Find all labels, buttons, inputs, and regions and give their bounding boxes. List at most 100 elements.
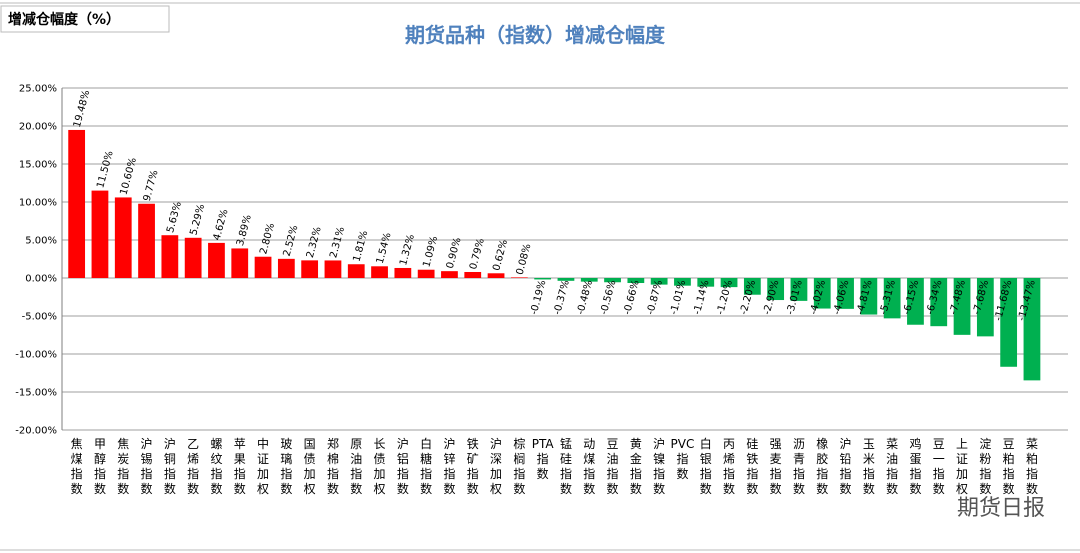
bar bbox=[650, 278, 668, 285]
x-tick-label: 白糖指数 bbox=[420, 436, 432, 496]
x-tick-label: 沪铝指数 bbox=[397, 437, 409, 496]
x-tick-label: 沪铜指数 bbox=[164, 437, 176, 496]
bar bbox=[371, 266, 388, 278]
bar bbox=[883, 278, 901, 319]
y-tick-label: 20.00% bbox=[19, 122, 57, 133]
bar bbox=[674, 278, 691, 286]
bar bbox=[767, 278, 785, 301]
x-tick-label: 动煤指数 bbox=[583, 437, 595, 496]
y-tick-label: 10.00% bbox=[19, 198, 57, 209]
y-tick-label: -20.00% bbox=[15, 426, 57, 437]
header-text: 增减仓幅度（%） bbox=[8, 11, 120, 28]
bar bbox=[510, 277, 528, 278]
x-tick-label: PTA 指数 bbox=[532, 437, 555, 481]
y-tick-label: -10.00% bbox=[15, 350, 57, 361]
bar bbox=[930, 278, 948, 327]
x-tick-label: 郑棉指数 bbox=[327, 436, 339, 496]
x-tick-label: 长债加权 bbox=[374, 437, 386, 496]
bar bbox=[953, 278, 971, 335]
y-tick-label: -5.00% bbox=[22, 312, 57, 323]
x-tick-label: 豆油指数 bbox=[607, 437, 619, 496]
bar bbox=[1000, 278, 1018, 367]
bar bbox=[837, 278, 854, 309]
x-tick-label: 硅铁指数 bbox=[746, 437, 758, 496]
bar bbox=[417, 269, 435, 278]
chart-title: 期货品种（指数）增减仓幅度 bbox=[405, 23, 666, 47]
x-tick-label: 焦炭指数 bbox=[117, 437, 129, 496]
bar bbox=[1023, 278, 1041, 381]
x-tick-label: 沪锡指数 bbox=[141, 437, 153, 496]
x-tick-label: 沪镍指数 bbox=[653, 437, 665, 496]
bar bbox=[254, 256, 272, 278]
y-tick-label: 5.00% bbox=[25, 236, 57, 247]
bar bbox=[813, 278, 831, 309]
bar bbox=[277, 258, 295, 278]
bar bbox=[91, 190, 109, 278]
bar bbox=[464, 271, 482, 278]
x-tick-label: 沪铅指数 bbox=[840, 437, 852, 496]
x-tick-label: 乙烯指数 bbox=[187, 437, 199, 496]
watermark: 期货日报 bbox=[957, 496, 1045, 521]
bar bbox=[324, 260, 342, 278]
bar bbox=[347, 264, 365, 278]
x-tick-label: 鸡蛋指数 bbox=[909, 436, 921, 496]
x-tick-label: 沪深加权 bbox=[490, 437, 502, 496]
x-tick-label: 丙烯指数 bbox=[723, 437, 735, 496]
x-tick-label: 上证加权 bbox=[956, 437, 968, 496]
bar bbox=[301, 260, 319, 278]
x-tick-label: 国债加权 bbox=[304, 437, 316, 496]
x-tick-label: 中证加权 bbox=[257, 436, 269, 496]
x-tick-label: 菜油指数 bbox=[886, 437, 898, 496]
bar bbox=[161, 235, 179, 278]
x-tick-label: 甲醇指数 bbox=[94, 437, 106, 496]
x-tick-label: 沪锌指数 bbox=[443, 437, 455, 496]
x-tick-label: 白银指数 bbox=[700, 436, 712, 496]
bar bbox=[697, 278, 715, 287]
bar bbox=[720, 278, 738, 288]
x-tick-label: 黄金指数 bbox=[630, 437, 642, 496]
bar bbox=[487, 273, 505, 278]
x-tick-label: 菜粕指数 bbox=[1026, 437, 1038, 496]
x-tick-label: 棕榈指数 bbox=[513, 436, 525, 496]
bar bbox=[976, 278, 994, 337]
bar bbox=[604, 278, 621, 283]
x-tick-label: 锰硅指数 bbox=[560, 436, 572, 496]
x-tick-label: 沥青指数 bbox=[793, 437, 805, 496]
bar bbox=[860, 278, 878, 315]
y-tick-label: 25.00% bbox=[19, 84, 57, 95]
bar bbox=[790, 278, 808, 301]
bar bbox=[184, 237, 202, 278]
bar bbox=[534, 278, 552, 280]
bar bbox=[231, 248, 249, 278]
y-tick-label: -15.00% bbox=[15, 388, 57, 399]
x-tick-label: 焦煤指数 bbox=[71, 437, 83, 496]
bar bbox=[114, 197, 132, 278]
x-tick-label: 强麦指数 bbox=[770, 437, 782, 496]
bar bbox=[580, 278, 598, 282]
bar bbox=[907, 278, 924, 325]
bar bbox=[627, 278, 645, 284]
x-tick-label: 豆一指数 bbox=[933, 437, 945, 496]
bar bbox=[68, 129, 86, 278]
bar bbox=[138, 203, 155, 278]
y-tick-label: 15.00% bbox=[19, 160, 57, 171]
y-tick-label: 0.00% bbox=[25, 274, 57, 285]
bar bbox=[394, 267, 412, 278]
x-tick-label: 玉米指数 bbox=[863, 437, 875, 496]
x-tick-label: 原油指数 bbox=[350, 437, 362, 496]
x-tick-label: 豆粕指数 bbox=[1003, 437, 1015, 496]
x-tick-label: 玻璃指数 bbox=[280, 437, 292, 496]
x-tick-label: 苹果指数 bbox=[234, 437, 246, 496]
x-tick-label: 螺纹指数 bbox=[210, 437, 222, 496]
bar bbox=[743, 278, 761, 295]
x-tick-label: 淀粉指数 bbox=[979, 437, 991, 496]
x-tick-label: 橡胶指数 bbox=[816, 437, 828, 496]
x-tick-label: PVC 指数 bbox=[671, 437, 695, 481]
bar bbox=[557, 278, 575, 281]
header-box bbox=[0, 5, 170, 33]
bar bbox=[441, 271, 458, 278]
x-tick-label: 铁矿指数 bbox=[467, 437, 479, 496]
